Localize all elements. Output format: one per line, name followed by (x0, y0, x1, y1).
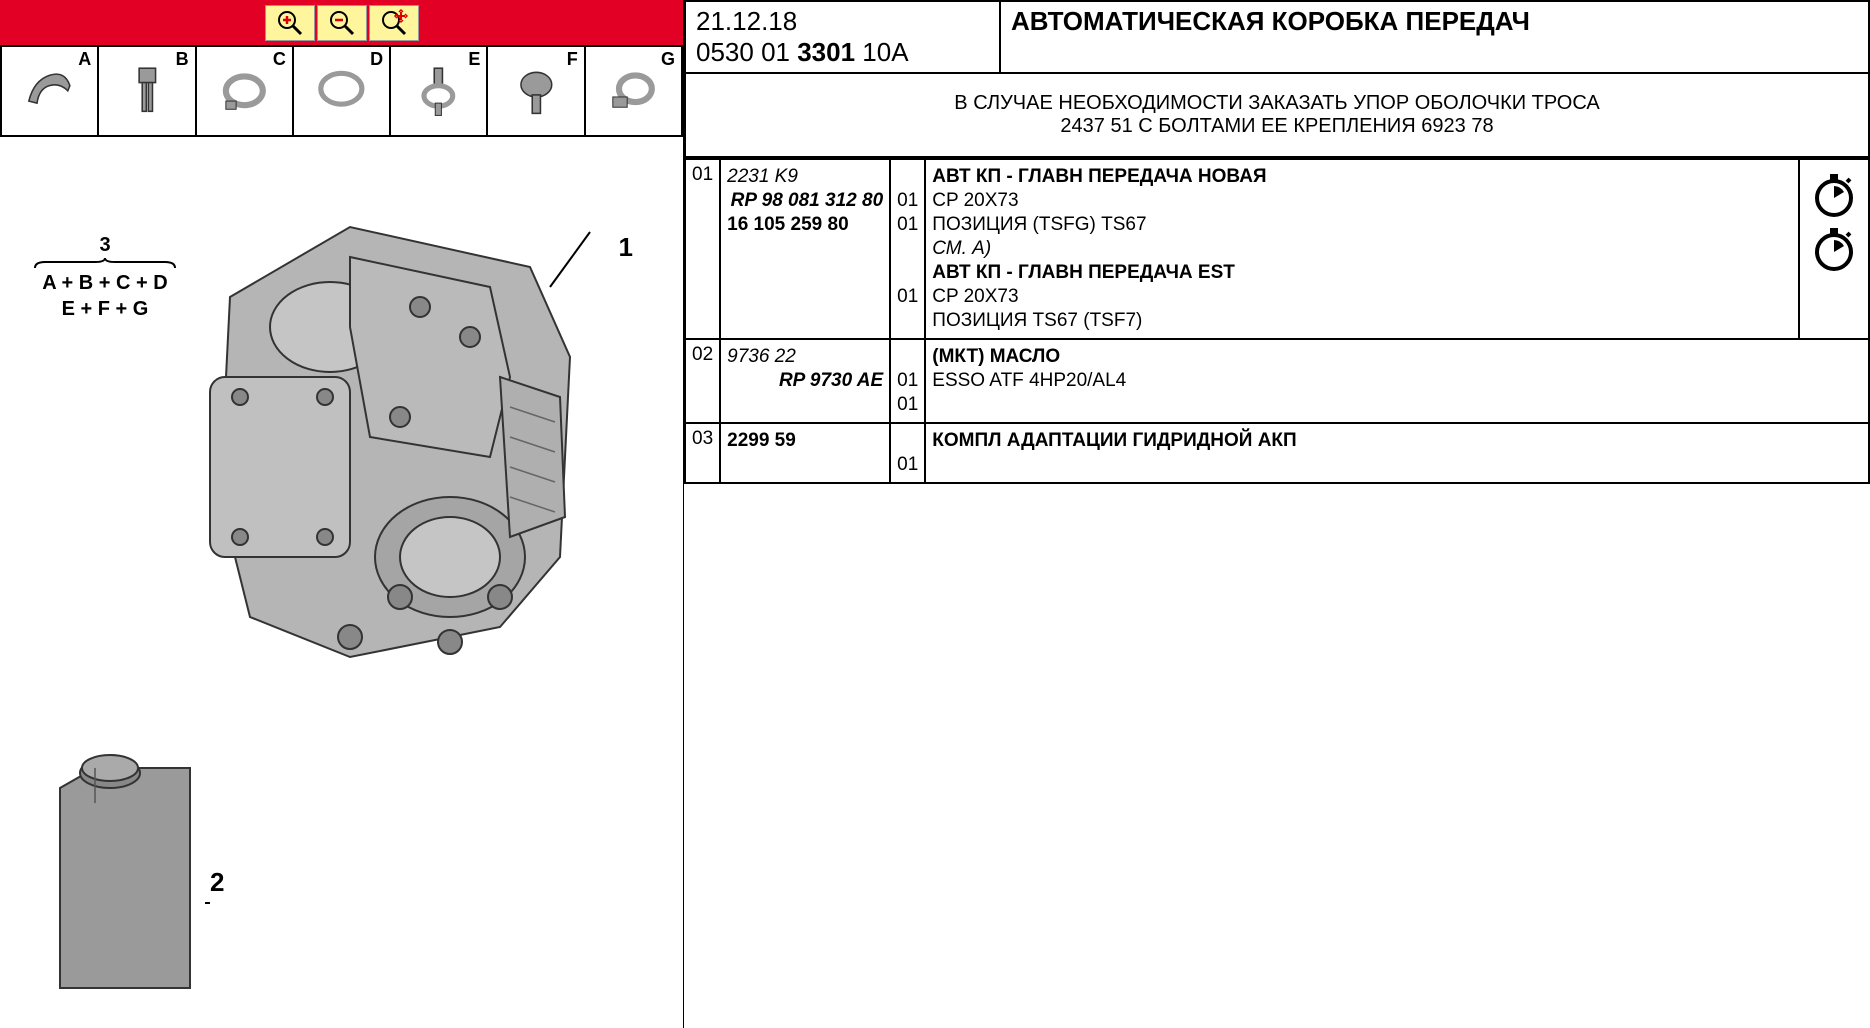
parts-row[interactable]: 03 2299 59 01 КОМПЛ АДАПТАЦИИ ГИДРИДНОЙ АК… (685, 423, 1869, 483)
row-number: 01 (685, 159, 720, 339)
description-text: СМ. A) (932, 238, 1792, 260)
row-quantities: 0101 (890, 339, 925, 423)
row-action-icons (1799, 423, 1869, 483)
quantity-value: 01 (897, 286, 918, 308)
thumb-label: D (370, 49, 383, 70)
clip-a-icon (16, 60, 83, 122)
row-descriptions: КОМПЛ АДАПТАЦИИ ГИДРИДНОЙ АКП (925, 423, 1799, 483)
description-text: АВТ КП - ГЛАВН ПЕРЕДАЧА EST (932, 262, 1792, 284)
row-references: 2299 59 (720, 423, 890, 483)
quantity-value: 01 (897, 454, 918, 476)
zoom-in-icon (276, 9, 304, 37)
zoom-out-icon (328, 9, 356, 37)
reference-code: 2299 59 (727, 430, 883, 452)
quantity-value: 01 (897, 394, 918, 416)
parts-row[interactable]: 029736 22RP 9730 AE 0101(МКТ) МАСЛОESSO … (685, 339, 1869, 423)
clip-c-icon (211, 60, 278, 122)
row-references: 9736 22RP 9730 AE (720, 339, 890, 423)
quantity-value (897, 346, 918, 368)
timer-icon[interactable] (1809, 222, 1859, 272)
left-diagram-panel: A B C D (0, 0, 683, 1028)
quantity-value (897, 262, 918, 284)
header-date: 21.12.18 (696, 6, 989, 37)
timer-icon[interactable] (1809, 168, 1859, 218)
header-table: 21.12.18 0530 01 3301 10A АВТОМАТИЧЕСКАЯ… (684, 0, 1870, 158)
quantity-value (897, 166, 918, 188)
quantity-value (897, 310, 918, 332)
header-note: В СЛУЧАЕ НЕОБХОДИМОСТИ ЗАКАЗАТЬ УПОР ОБО… (685, 73, 1869, 157)
quantity-value (897, 430, 918, 452)
zoom-fit-icon (380, 9, 408, 37)
thumb-label: E (468, 49, 480, 70)
header-date-code-cell: 21.12.18 0530 01 3301 10A (685, 1, 1000, 73)
description-text: CP 20X73 (932, 286, 1792, 308)
row-descriptions: (МКТ) МАСЛОESSO ATF 4HP20/AL4 (925, 339, 1799, 423)
thumbnail-c[interactable]: C (197, 47, 294, 135)
exploded-diagram[interactable]: 3 A + B + C + D E + F + G 1 2 (0, 137, 683, 1028)
description-text: ESSO ATF 4HP20/AL4 (932, 370, 1793, 392)
thumb-label: C (273, 49, 286, 70)
right-data-panel: 21.12.18 0530 01 3301 10A АВТОМАТИЧЕСКАЯ… (683, 0, 1870, 1028)
row-number: 02 (685, 339, 720, 423)
row-number: 03 (685, 423, 720, 483)
parts-table: 012231 K9RP 98 081 312 80 16 105 259 80 … (684, 158, 1870, 484)
zoom-in-button[interactable] (265, 5, 315, 41)
clip-d-icon (308, 60, 375, 122)
thumbnail-g[interactable]: G (586, 47, 681, 135)
thumbnail-e[interactable]: E (391, 47, 488, 135)
zoom-fit-button[interactable] (369, 5, 419, 41)
oil-container-illustration (40, 748, 210, 998)
row-quantities: 0101 01 (890, 159, 925, 339)
row-descriptions: АВТ КП - ГЛАВН ПЕРЕДАЧА НОВАЯCP 20X73ПОЗ… (925, 159, 1799, 339)
thumbnail-d[interactable]: D (294, 47, 391, 135)
callout-2: 2 (210, 867, 224, 898)
reference-code: 16 105 259 80 (727, 214, 883, 236)
thumbnail-strip: A B C D (0, 45, 683, 137)
clip-g-icon (600, 60, 667, 122)
quantity-value: 01 (897, 214, 918, 236)
thumbnail-a[interactable]: A (2, 47, 99, 135)
description-text: ПОЗИЦИЯ TS67 (TSF7) (932, 310, 1792, 332)
quantity-value: 01 (897, 190, 918, 212)
parts-row[interactable]: 012231 K9RP 98 081 312 80 16 105 259 80 … (685, 159, 1869, 339)
row-quantities: 01 (890, 423, 925, 483)
clip-f-icon (503, 60, 570, 122)
row-references: 2231 K9RP 98 081 312 80 16 105 259 80 (720, 159, 890, 339)
description-text: АВТ КП - ГЛАВН ПЕРЕДАЧА НОВАЯ (932, 166, 1792, 188)
reference-code: RP 9730 AE (727, 370, 883, 392)
quantity-value (897, 238, 918, 260)
description-text: (МКТ) МАСЛО (932, 346, 1793, 368)
description-text: CP 20X73 (932, 190, 1792, 212)
row-action-icons (1799, 339, 1869, 423)
quantity-value: 01 (897, 370, 918, 392)
row-action-icons (1799, 159, 1869, 339)
thumbnail-b[interactable]: B (99, 47, 196, 135)
header-code: 0530 01 3301 10A (696, 37, 989, 68)
zoom-out-button[interactable] (317, 5, 367, 41)
clip-e-icon (405, 60, 472, 122)
thumb-label: A (78, 49, 91, 70)
formula-line1: A + B + C + D (42, 272, 167, 294)
clip-b-icon (114, 60, 181, 122)
zoom-toolbar (0, 0, 683, 45)
header-title: АВТОМАТИЧЕСКАЯ КОРОБКА ПЕРЕДАЧ (1000, 1, 1869, 73)
reference-code: RP 98 081 312 80 (727, 190, 883, 212)
gearbox-illustration (150, 177, 630, 737)
thumbnail-f[interactable]: F (488, 47, 585, 135)
formula-line2: E + F + G (62, 298, 149, 320)
reference-code: 9736 22 (727, 346, 883, 368)
thumb-label: B (176, 49, 189, 70)
description-text: КОМПЛ АДАПТАЦИИ ГИДРИДНОЙ АКП (932, 430, 1793, 452)
reference-code: 2231 K9 (727, 166, 883, 188)
description-text: ПОЗИЦИЯ (TSFG) TS67 (932, 214, 1792, 236)
thumb-label: F (567, 49, 578, 70)
thumb-label: G (661, 49, 675, 70)
